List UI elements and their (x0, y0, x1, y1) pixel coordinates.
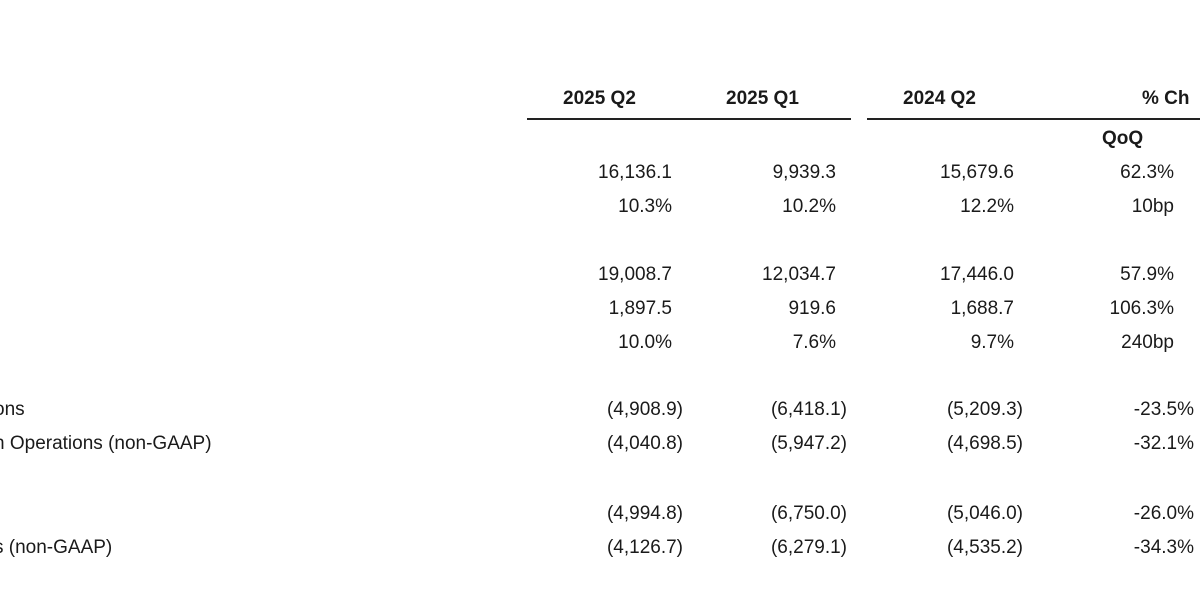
column-header-2025-q1: 2025 Q1 (726, 88, 799, 109)
table-row: 1,897.5 919.6 1,688.7 106.3% (0, 298, 1200, 326)
row-label: ons (0, 399, 25, 420)
cell-2025-q1: 10.2% (782, 196, 836, 217)
cell-2025-q2: 19,008.7 (598, 264, 672, 285)
table-row: ons (4,908.9) (6,418.1) (5,209.3) -23.5% (0, 399, 1200, 427)
cell-2024-q2: 1,688.7 (950, 298, 1014, 319)
cell-2024-q2: (5,209.3) (946, 399, 1023, 420)
cell-2025-q2: (4,994.8) (606, 503, 683, 524)
cell-2024-q2: (5,046.0) (946, 503, 1023, 524)
cell-2025-q1: 12,034.7 (762, 264, 836, 285)
cell-qoq: 62.3% (1120, 162, 1174, 183)
column-header-pct-change: % Ch (1142, 88, 1190, 109)
cell-2025-q1: (6,750.0) (770, 503, 847, 524)
cell-2025-q1: (6,418.1) (770, 399, 847, 420)
cell-2025-q2: 1,897.5 (608, 298, 672, 319)
header-rule-right (867, 118, 1200, 120)
cell-2024-q2: 15,679.6 (940, 162, 1014, 183)
cell-2025-q2: (4,040.8) (606, 433, 683, 454)
cell-2025-q2: (4,126.7) (606, 537, 683, 558)
subheader-qoq: QoQ (1102, 128, 1144, 149)
cell-qoq: -23.5% (1133, 399, 1194, 420)
table-row: n Operations (non-GAAP) (4,040.8) (5,947… (0, 433, 1200, 461)
cell-2025-q2: 16,136.1 (598, 162, 672, 183)
cell-2024-q2: (4,535.2) (946, 537, 1023, 558)
cell-2024-q2: 12.2% (960, 196, 1014, 217)
cell-qoq: -32.1% (1133, 433, 1194, 454)
column-header-2024-q2: 2024 Q2 (903, 88, 976, 109)
cell-qoq: 10bp (1131, 196, 1174, 217)
cell-qoq: -26.0% (1133, 503, 1194, 524)
cell-2024-q2: 9.7% (970, 332, 1014, 353)
cell-qoq: 106.3% (1109, 298, 1174, 319)
row-label: s (non-GAAP) (0, 537, 113, 558)
cell-2025-q2: (4,908.9) (606, 399, 683, 420)
cell-2025-q1: 9,939.3 (772, 162, 836, 183)
cell-2025-q2: 10.0% (618, 332, 672, 353)
cell-2025-q1: 919.6 (788, 298, 836, 319)
cell-2025-q1: (5,947.2) (770, 433, 847, 454)
cell-2025-q1: (6,279.1) (770, 537, 847, 558)
table-row: 10.0% 7.6% 9.7% 240bp (0, 332, 1200, 360)
table-row: 10.3% 10.2% 12.2% 10bp (0, 196, 1200, 224)
header-rule-left (527, 118, 851, 120)
cell-qoq: 240bp (1121, 332, 1174, 353)
column-header-2025-q2: 2025 Q2 (563, 88, 636, 109)
cell-2025-q2: 10.3% (618, 196, 672, 217)
row-label: n Operations (non-GAAP) (0, 433, 212, 454)
cell-2025-q1: 7.6% (792, 332, 836, 353)
table-row: (4,994.8) (6,750.0) (5,046.0) -26.0% (0, 503, 1200, 531)
table-row: 16,136.1 9,939.3 15,679.6 62.3% (0, 162, 1200, 190)
table-row: s (non-GAAP) (4,126.7) (6,279.1) (4,535.… (0, 537, 1200, 565)
cell-2024-q2: 17,446.0 (940, 264, 1014, 285)
table-row: 19,008.7 12,034.7 17,446.0 57.9% (0, 264, 1200, 292)
cell-qoq: 57.9% (1120, 264, 1174, 285)
cell-qoq: -34.3% (1133, 537, 1194, 558)
cell-2024-q2: (4,698.5) (946, 433, 1023, 454)
